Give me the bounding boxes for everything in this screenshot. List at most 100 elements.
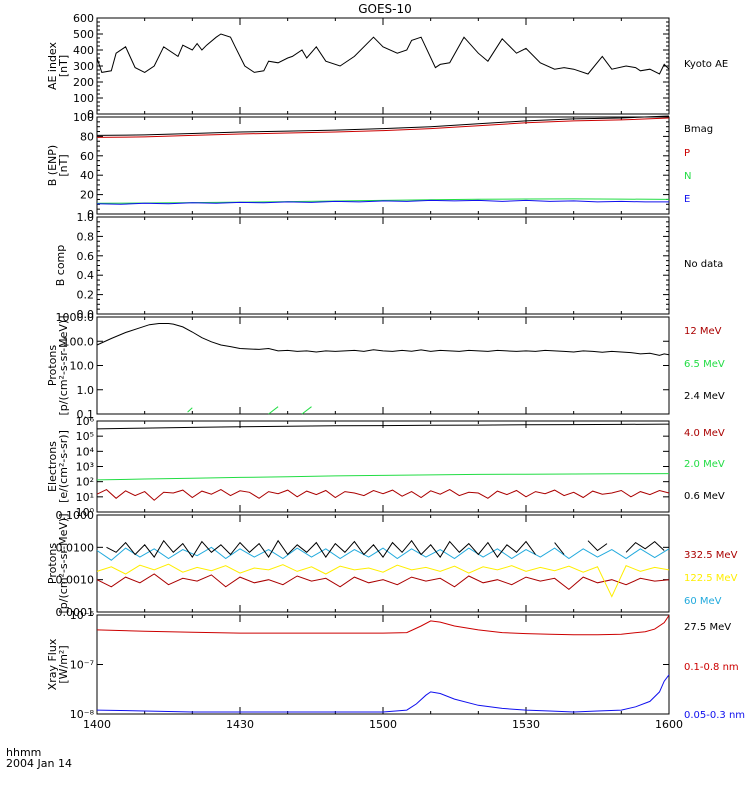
series-line-0-1-0-8-nm xyxy=(96,615,670,636)
panel-frame xyxy=(96,420,670,513)
legend-label: E xyxy=(684,194,690,205)
legend-label: 0.6 MeV xyxy=(684,491,725,502)
y-tick-label: 300 xyxy=(73,60,94,73)
series-line-p xyxy=(96,117,670,138)
legend-label: 2.0 MeV xyxy=(684,459,725,470)
y-axis-label: [W/m²] xyxy=(57,645,70,683)
y-tick-label: 0.1 xyxy=(77,408,95,421)
legend-label: 0.05-0.3 nm xyxy=(684,710,745,721)
legend-label: N xyxy=(684,171,691,182)
panel-bfield: 0 20 40 60 80 100 B (ENP)[nT] Bmag P N E xyxy=(46,111,713,221)
y-tick-label: 10⁵ xyxy=(76,430,94,443)
figure-title: GOES-10 xyxy=(358,2,412,16)
series-line-kyoto-ae xyxy=(96,33,670,75)
y-axis-label: [p/(cm²-s-sr-MeV)] xyxy=(57,514,70,614)
legend-label: 60 MeV xyxy=(684,596,722,607)
y-tick-label: 10.0 xyxy=(70,360,95,373)
y-tick-label: 0.0 xyxy=(77,308,95,321)
y-tick-label: 0.0001 xyxy=(56,606,95,619)
panel-electrons: 10⁰ 10¹ 10² 10³ 10⁴ 10⁵ 10⁶ Electrons[e/(cm²-s-… xyxy=(46,415,725,519)
y-axis-label: Protons xyxy=(46,345,59,386)
series-line-27-5-mev xyxy=(106,539,536,559)
series-line-4-0-mev xyxy=(96,489,670,501)
footer-unit-label: hhmm xyxy=(6,746,41,759)
legend-label: Bmag xyxy=(684,124,713,135)
y-tick-label: 10⁻⁶ xyxy=(70,609,95,622)
legend-label: 27.5 MeV xyxy=(684,622,731,633)
y-axis-label: Protons xyxy=(46,543,59,584)
y-tick-label: 0.1000 xyxy=(56,509,95,522)
panel-frame xyxy=(96,614,670,715)
y-tick-label: 1000.0 xyxy=(56,311,95,324)
x-tick-label: 1500 xyxy=(369,718,397,731)
panel-protons_high: 0.0001 0.0010 0.0100 0.1000 Protons[p/(cm²-s… xyxy=(46,509,738,633)
legend-label: 0.1-0.8 nm xyxy=(684,662,739,673)
series-line-6-5-mev xyxy=(187,407,193,413)
y-tick-label: 40 xyxy=(80,169,94,182)
y-tick-label: 10⁶ xyxy=(76,415,95,428)
panel-frame xyxy=(96,116,670,215)
y-tick-label: 20 xyxy=(80,189,94,202)
y-tick-label: 0.2 xyxy=(77,289,95,302)
y-axis-label: B comp xyxy=(54,245,67,287)
series-line-bmag xyxy=(96,115,670,136)
y-tick-label: 100 xyxy=(73,111,94,124)
legend-label: 2.4 MeV xyxy=(684,391,725,402)
y-tick-label: 10³ xyxy=(76,461,94,474)
y-tick-label: 0.6 xyxy=(77,250,95,263)
panel-bcomp: 0.0 0.2 0.4 0.6 0.8 1.0 B comp No data xyxy=(54,211,723,321)
legend-label: 12 MeV xyxy=(684,326,722,337)
panel-xray: 10⁻⁸ 10⁻⁷ 10⁻⁶ Xray Flux[W/m²] 0.1-0.8 nm 0.0… xyxy=(46,609,745,721)
panel-protons_low: 0.1 1.0 10.0 100.0 1000.0 Protons[p/(cm²-s-sr… xyxy=(46,311,725,421)
legend-label: 122.5 MeV xyxy=(684,573,738,584)
legend-label: 4.0 MeV xyxy=(684,428,725,439)
y-tick-label: 0.4 xyxy=(77,269,95,282)
footer-date-label: 2004 Jan 14 xyxy=(6,757,72,770)
y-tick-label: 100.0 xyxy=(63,335,95,348)
series-line-0-6-mev xyxy=(96,423,670,430)
y-axis-label: B (ENP) xyxy=(46,145,59,186)
y-tick-label: 10² xyxy=(76,476,94,489)
y-tick-label: 60 xyxy=(80,150,94,163)
y-axis-label: [nT] xyxy=(57,55,70,77)
y-axis-label: [e/(cm²-s-sr)] xyxy=(57,430,70,503)
series-line-332-5-mev xyxy=(96,573,670,591)
panel-frame xyxy=(96,17,670,115)
y-axis-label: Electrons xyxy=(46,441,59,492)
series-line-60-mev xyxy=(96,546,670,561)
y-tick-label: 10⁻⁷ xyxy=(70,659,94,672)
y-tick-label: 0 xyxy=(87,208,94,221)
series-line-0-05-0-3-nm xyxy=(96,674,670,713)
x-tick-label: 1400 xyxy=(83,718,111,731)
y-axis-label: AE index xyxy=(46,41,59,90)
series-line-e xyxy=(96,199,669,205)
y-tick-label: 10⁻⁸ xyxy=(70,708,95,721)
panel-frame xyxy=(96,216,670,315)
no-data-annotation: No data xyxy=(684,259,723,270)
y-tick-label: 0 xyxy=(87,108,94,121)
legend-label: P xyxy=(684,148,690,159)
x-tick-label: 1600 xyxy=(655,718,683,731)
series-line-27-5-mev xyxy=(625,540,665,553)
series-line-27-5-mev xyxy=(587,540,608,552)
y-tick-label: 500 xyxy=(73,28,94,41)
y-axis-label: [p/(cm²-s-sr-MeV)] xyxy=(57,316,70,416)
panel-frame xyxy=(96,316,670,415)
y-tick-label: 1.0 xyxy=(77,211,95,224)
y-tick-label: 10⁰ xyxy=(76,506,95,519)
legend-label: 6.5 MeV xyxy=(684,359,725,370)
series-line-122-5-mev xyxy=(96,563,670,598)
y-axis-label: [nT] xyxy=(57,154,70,176)
y-tick-label: 1.0 xyxy=(77,384,95,397)
series-line-27-5-mev xyxy=(554,542,565,555)
series-line-6-5-mev xyxy=(268,406,279,415)
y-tick-label: 0.0100 xyxy=(56,541,95,554)
y-axis-label: Xray Flux xyxy=(46,638,59,690)
y-tick-label: 400 xyxy=(73,44,94,57)
y-tick-label: 10⁴ xyxy=(76,445,95,458)
x-tick-label: 1430 xyxy=(226,718,254,731)
y-tick-label: 10¹ xyxy=(76,491,94,504)
panel-frame xyxy=(96,514,670,613)
y-tick-label: 0.0010 xyxy=(56,574,95,587)
